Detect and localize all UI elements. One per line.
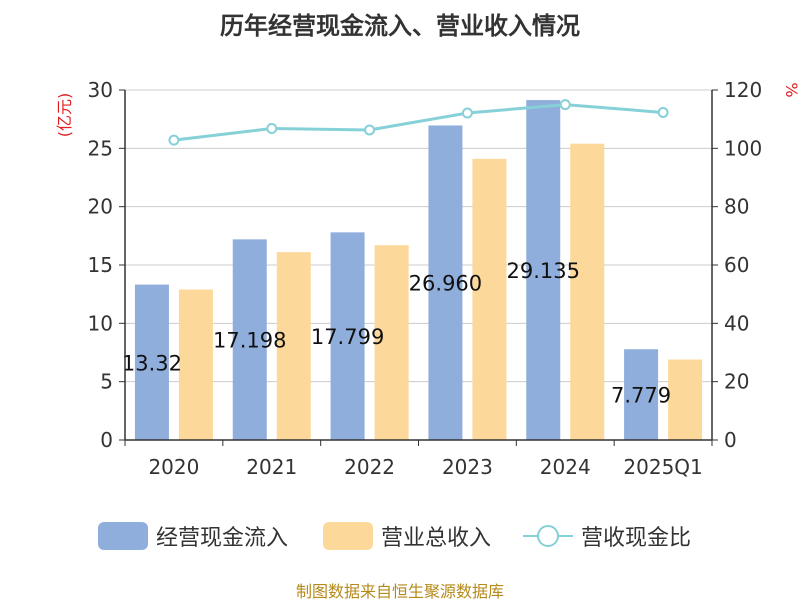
source-note: 制图数据来自恒生聚源数据库: [295, 582, 504, 601]
grid-lines: [125, 89, 712, 383]
chart-title: 历年经营现金流入、营业收入情况: [220, 12, 580, 40]
legend-label-ratio: 营收现金比: [581, 526, 692, 551]
bar-revenue: [668, 359, 703, 440]
legend-item-revenue[interactable]: 营业总收入: [323, 518, 491, 554]
y-left-axis-label: (亿元): [55, 93, 74, 138]
y-right-tick-label: 120: [724, 78, 762, 102]
y-left-tick-label: 25: [88, 136, 113, 160]
y-right-tick-label: 0: [724, 428, 737, 452]
y-left-tick-label: 30: [88, 78, 113, 102]
ratio-line: [173, 103, 664, 142]
data-label-layer: 13.32 17.198 17.799 26.960 29.135 7.779: [122, 259, 671, 408]
legend-swatch-cash-inflow: [98, 522, 148, 550]
x-tick-label: 2023: [442, 455, 493, 479]
ratio-point: [168, 134, 180, 146]
x-tick-label: 2025Q1: [623, 455, 702, 479]
bar-revenue: [570, 143, 605, 440]
data-label: 29.135: [507, 259, 580, 283]
data-label: 13.32: [122, 351, 182, 375]
ratio-point: [657, 106, 669, 118]
data-label: 17.198: [213, 329, 286, 353]
bar-revenue: [374, 245, 409, 440]
bar-layer: [134, 100, 703, 441]
y-right-tick-label: 60: [724, 253, 749, 277]
y-left-tick-label: 20: [88, 195, 113, 219]
ratio-point: [559, 99, 571, 111]
legend-item-cash-inflow[interactable]: 经营现金流入: [98, 518, 288, 554]
y-left-tick-label: 15: [88, 253, 113, 277]
bar-cash-inflow: [624, 349, 659, 440]
legend: 经营现金流入 营业总收入 营收现金比: [0, 518, 800, 554]
y-right-tick-label: 80: [724, 195, 749, 219]
bar-cash-inflow: [232, 239, 267, 440]
data-label: 17.799: [311, 325, 384, 349]
y-left-tick-label: 0: [100, 428, 113, 452]
bar-cash-inflow: [428, 125, 463, 440]
y-right-tick-label: 40: [724, 311, 749, 335]
ratio-point: [461, 107, 473, 119]
bar-cash-inflow: [526, 100, 561, 440]
x-tick-label: 2021: [246, 455, 297, 479]
y-right-axis-label: %: [782, 82, 800, 97]
data-label: 26.960: [409, 272, 482, 296]
y-left-tick-label: 10: [88, 311, 113, 335]
data-label: 7.779: [611, 384, 671, 408]
x-tick-label: 2020: [148, 455, 199, 479]
bar-cash-inflow: [330, 232, 365, 440]
y-right-tick-label: 100: [724, 136, 762, 160]
bar-revenue: [178, 289, 213, 440]
legend-item-ratio[interactable]: 营收现金比: [523, 518, 691, 554]
bar-cash-inflow: [134, 284, 169, 440]
legend-label-cash-inflow: 经营现金流入: [156, 526, 289, 551]
x-tick-label: 2022: [344, 455, 395, 479]
legend-label-revenue: 营业总收入: [381, 526, 492, 551]
legend-swatch-revenue: [323, 522, 373, 550]
line-layer: [168, 99, 669, 146]
y-left-tick-label: 5: [100, 370, 113, 394]
ratio-point: [266, 123, 278, 134]
axis-layer: 0 5 10 15 20 25 30 0 20 40 60 80 100 120 (亿元)% 2020 2021…: [55, 78, 800, 479]
x-tick-label: 2024: [540, 455, 591, 479]
bar-revenue: [472, 158, 507, 441]
ratio-point: [364, 124, 376, 136]
y-right-tick-label: 20: [724, 370, 749, 394]
legend-line-ratio: [523, 522, 573, 550]
bar-revenue: [276, 252, 311, 440]
